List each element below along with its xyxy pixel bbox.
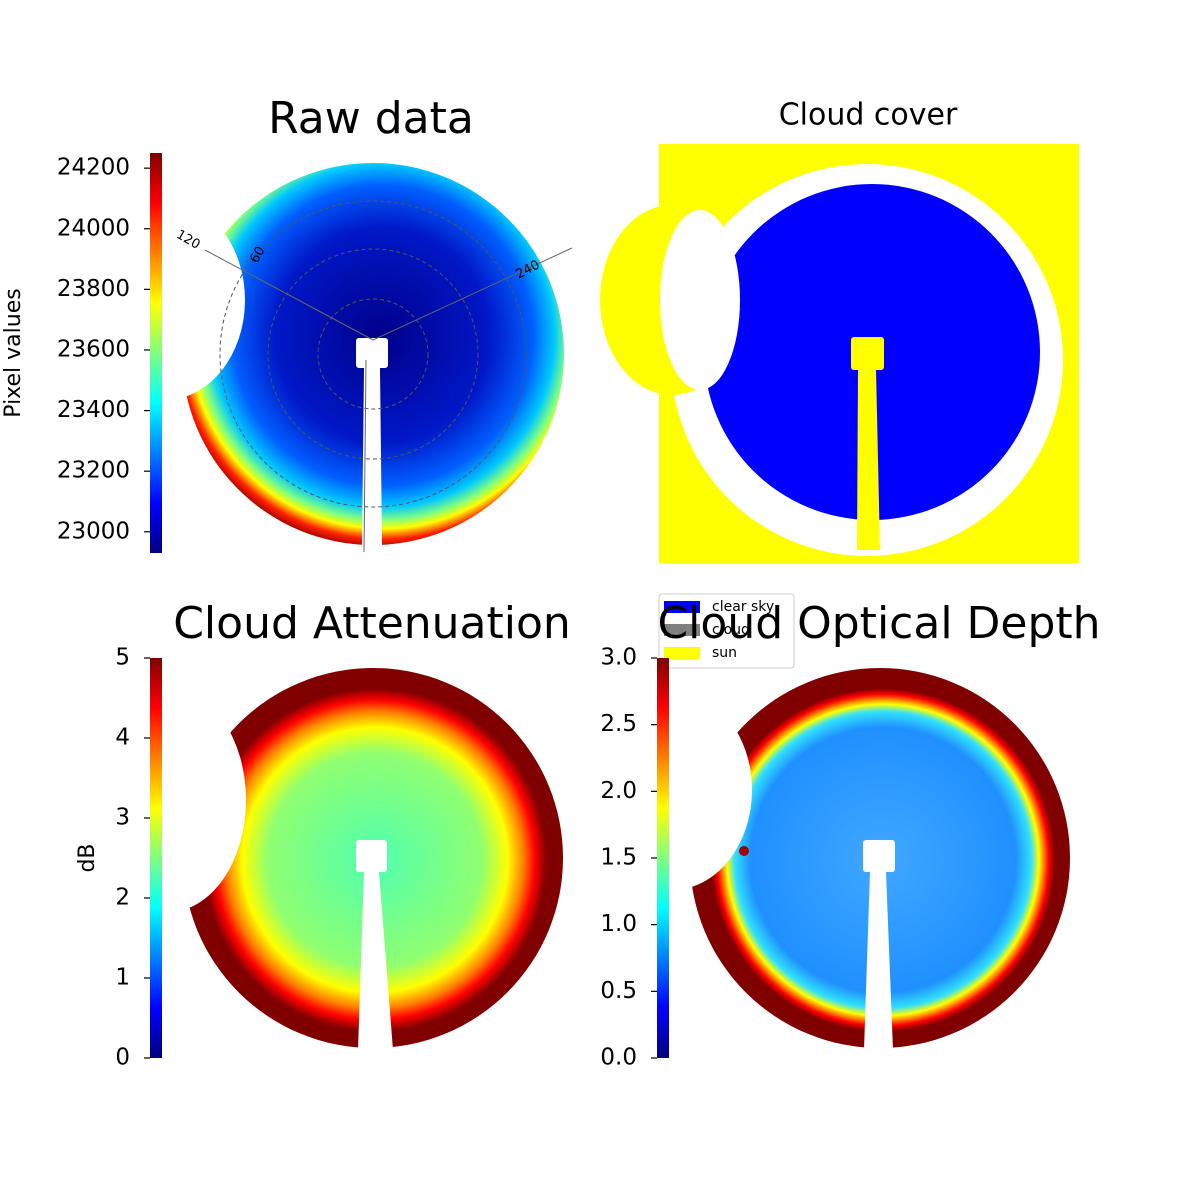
- colorbar-tick-label: 0: [115, 1045, 130, 1071]
- colorbar-tick-label: 1.5: [600, 845, 637, 871]
- colorbar-tick-label: 23200: [57, 458, 130, 484]
- legend-patch: [664, 647, 700, 659]
- colorbar-tick-label: 2: [115, 885, 130, 911]
- mask-edge: [660, 210, 740, 390]
- colorbar-tick-label: 23000: [57, 518, 130, 544]
- optical-depth-image: [592, 668, 1070, 1050]
- legend-label: sun: [712, 645, 737, 661]
- colorbar-tick-label: 23800: [57, 276, 130, 302]
- colorbar-tick-label: 3: [115, 805, 130, 831]
- colorbar-tick-label: 5: [115, 645, 130, 671]
- colorbar-label: dB: [75, 843, 100, 872]
- sun-region: [851, 337, 884, 370]
- colorbar: [150, 153, 162, 553]
- colorbar-tick-label: 1.0: [600, 911, 637, 937]
- colorbar-tick-label: 24200: [57, 155, 130, 181]
- colorbar-tick-label: 2.0: [600, 778, 637, 804]
- legend-patch: [664, 624, 700, 636]
- colorbar-tick-label: 4: [115, 725, 130, 751]
- colorbar: [150, 658, 162, 1058]
- colorbar-tick-label: 1: [115, 965, 130, 991]
- colorbar-tick-label: 24000: [57, 215, 130, 241]
- panel-title: Cloud Optical Depth: [657, 598, 1100, 649]
- legend-label: cloud: [712, 622, 750, 638]
- panel-title: Cloud Attenuation: [173, 598, 571, 649]
- panel-title: Cloud cover: [779, 98, 958, 133]
- colorbar-tick-label: 0.0: [600, 1045, 637, 1071]
- colorbar-tick-label: 3.0: [600, 645, 637, 671]
- colorbar-tick-label: 2.5: [600, 711, 637, 737]
- legend-patch: [664, 601, 700, 613]
- colorbar-tick-label: 23400: [57, 397, 130, 423]
- colorbar: [657, 658, 669, 1058]
- cloud-cover-image: [600, 144, 1079, 563]
- attenuation-image: [90, 668, 563, 1050]
- sun-region: [857, 370, 880, 550]
- raw-image: [85, 163, 573, 553]
- panel-title: Raw data: [268, 93, 474, 144]
- polar-label: 60: [247, 244, 268, 266]
- colorbar-tick-label: 0.5: [600, 978, 637, 1004]
- colorbar-label: Pixel values: [1, 288, 26, 417]
- colorbar-tick-label: 23600: [57, 336, 130, 362]
- legend-label: clear sky: [712, 599, 774, 615]
